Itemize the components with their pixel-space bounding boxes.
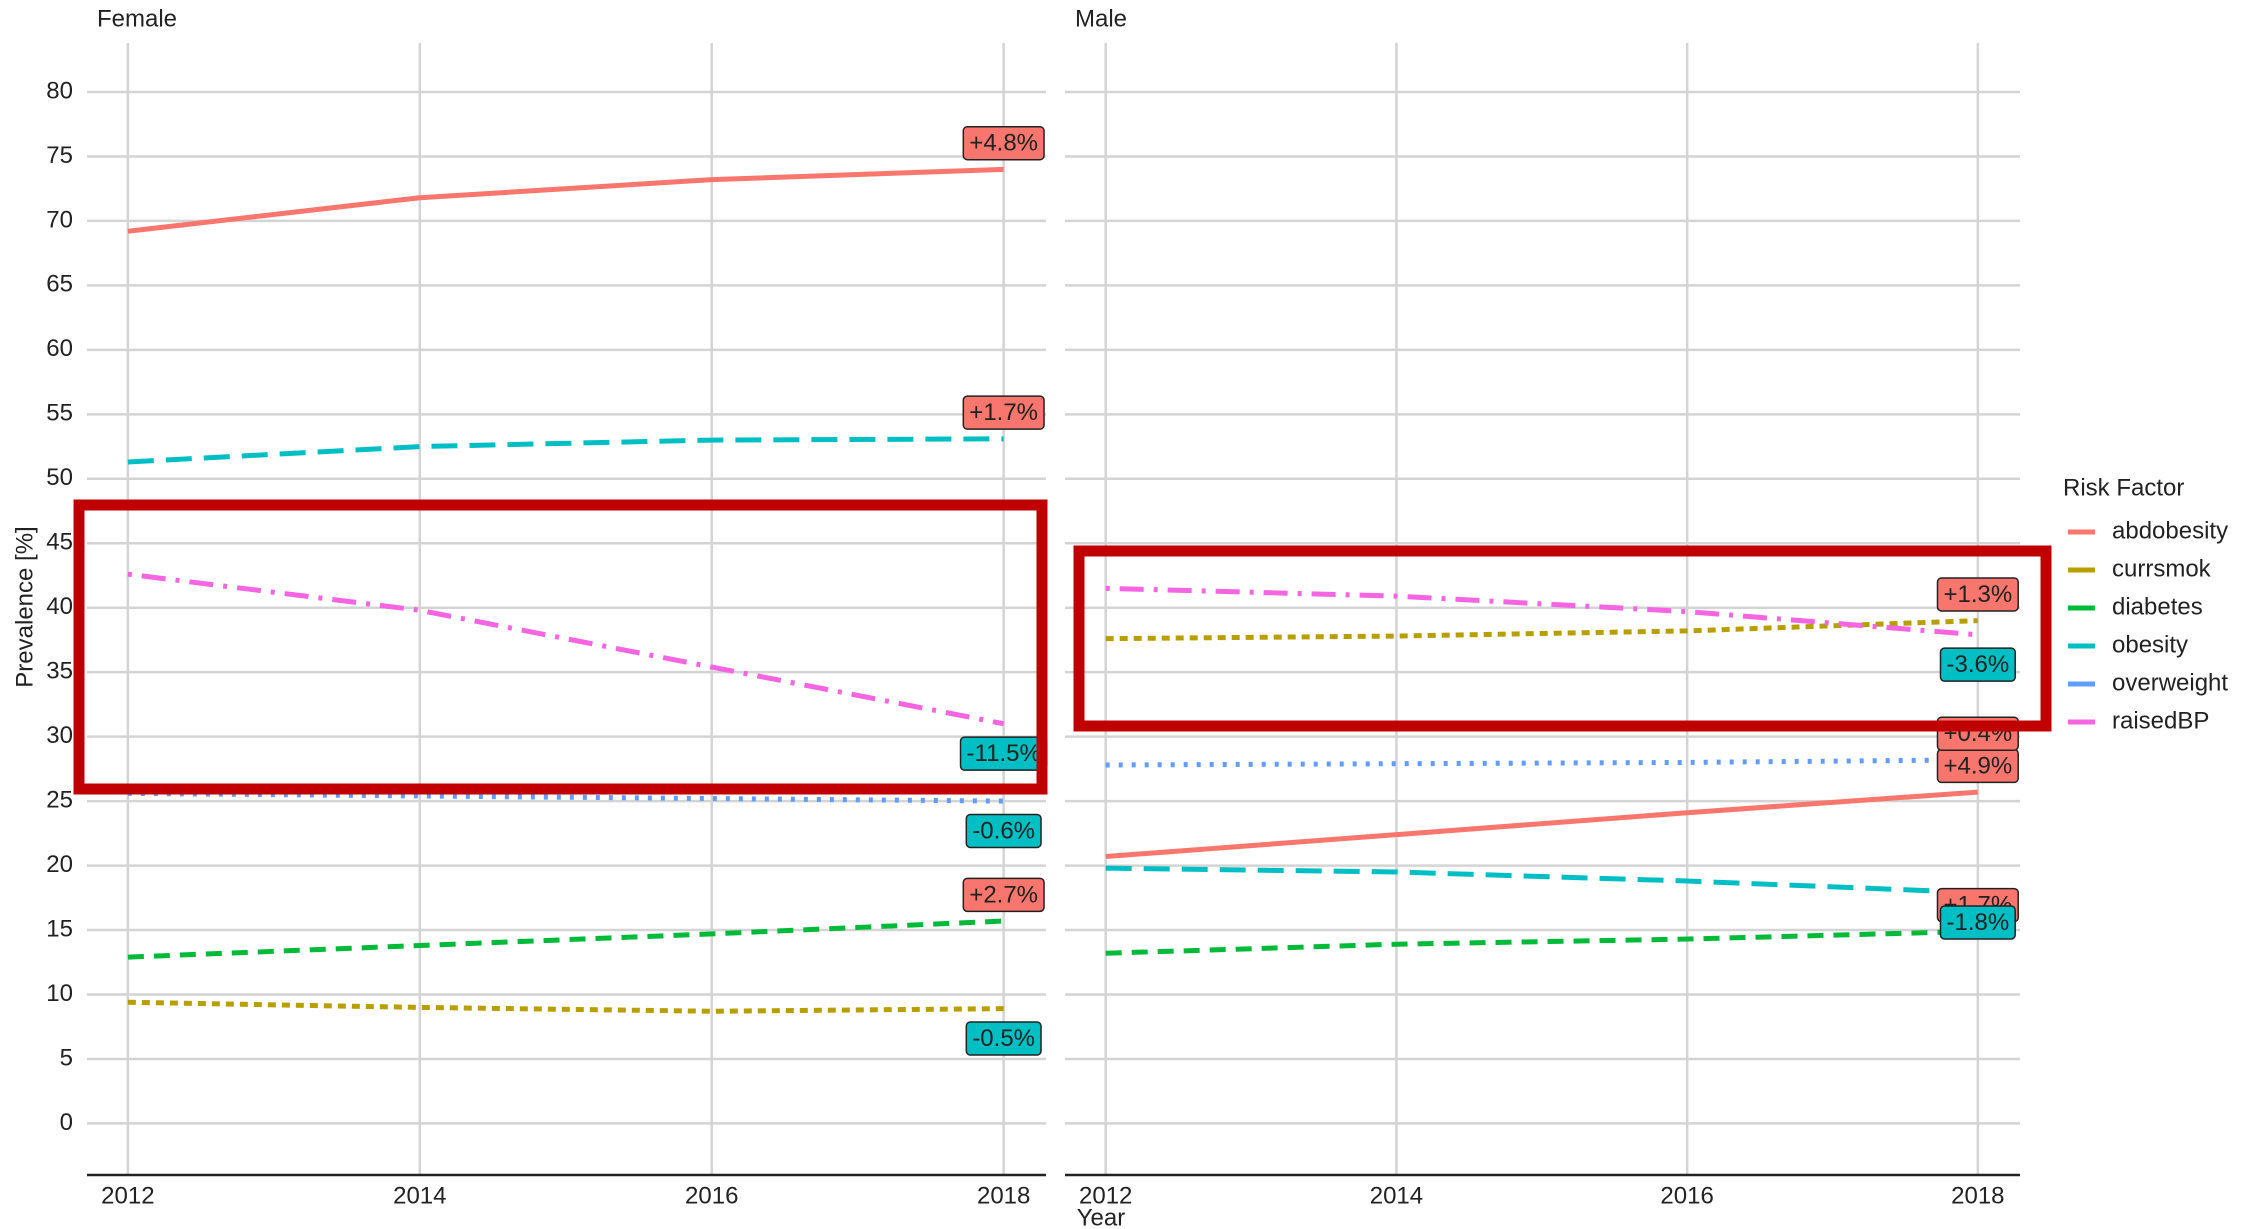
y-tick-label: 80 bbox=[46, 77, 73, 104]
y-tick-label: 50 bbox=[46, 464, 73, 491]
y-tick-label: 65 bbox=[46, 271, 73, 298]
series-line bbox=[127, 571, 1005, 727]
series-line bbox=[1105, 865, 1978, 896]
panel-title: Female bbox=[97, 5, 177, 32]
x-tick-label: 2016 bbox=[1660, 1182, 1713, 1209]
y-tick-label: 30 bbox=[46, 722, 73, 749]
end-label-text: -0.6% bbox=[972, 817, 1035, 844]
series-line bbox=[127, 436, 1004, 465]
x-tick-label: 2018 bbox=[1951, 1182, 2004, 1209]
x-tick-label: 2012 bbox=[101, 1182, 154, 1209]
series-line bbox=[127, 166, 1004, 234]
end-label-box bbox=[1936, 577, 2019, 612]
end-label: -3.6% bbox=[1939, 647, 2016, 682]
y-tick-label: 20 bbox=[46, 851, 73, 878]
end-label: -11.5% bbox=[959, 736, 1048, 771]
series-line bbox=[127, 918, 1004, 960]
legend-label: obesity bbox=[2112, 631, 2188, 658]
end-label: -1.8% bbox=[1939, 905, 2016, 940]
panel-title: Male bbox=[1075, 5, 1127, 32]
end-label-text: +4.8% bbox=[969, 130, 1038, 157]
series-line bbox=[127, 790, 1004, 804]
series-line bbox=[127, 999, 1004, 1014]
end-label-box bbox=[965, 1021, 1042, 1056]
end-label-text: -3.6% bbox=[1946, 651, 2009, 678]
y-tick-label: 55 bbox=[46, 400, 73, 427]
legend-label: raisedBP bbox=[2112, 707, 2209, 734]
end-label-text: -1.8% bbox=[1946, 909, 2009, 936]
y-tick-label: 10 bbox=[46, 980, 73, 1007]
end-label: +2.7% bbox=[962, 877, 1045, 913]
y-tick-label: 0 bbox=[60, 1109, 73, 1136]
end-label-text: +1.3% bbox=[1943, 581, 2012, 608]
end-label-text: +2.7% bbox=[969, 881, 1038, 908]
y-tick-label: 70 bbox=[46, 206, 73, 233]
y-tick-label: 35 bbox=[46, 658, 73, 685]
y-tick-label: 60 bbox=[46, 335, 73, 362]
series-line bbox=[1105, 928, 1978, 956]
y-tick-label: 5 bbox=[60, 1044, 73, 1071]
end-label-text: -0.5% bbox=[972, 1025, 1035, 1052]
series-line bbox=[1105, 585, 1979, 638]
end-label-box bbox=[965, 813, 1042, 849]
end-label-box bbox=[962, 877, 1045, 913]
legend-label: abdobesity bbox=[2112, 517, 2228, 544]
end-label-box bbox=[1939, 647, 2016, 682]
x-tick-label: 2014 bbox=[1370, 1182, 1423, 1209]
y-tick-label: 40 bbox=[46, 593, 73, 620]
y-tick-label: 75 bbox=[46, 142, 73, 169]
x-tick-label: 2016 bbox=[685, 1182, 738, 1209]
end-label-box bbox=[962, 125, 1045, 161]
legend-label: currsmok bbox=[2112, 555, 2212, 582]
y-tick-label: 15 bbox=[46, 915, 73, 942]
legend-label: overweight bbox=[2112, 669, 2228, 696]
end-label: +1.3% bbox=[1936, 577, 2019, 612]
y-tick-label: 25 bbox=[46, 786, 73, 813]
legend-label: diabetes bbox=[2112, 593, 2203, 620]
end-label: +4.9% bbox=[1936, 748, 2019, 784]
end-label: -0.5% bbox=[965, 1021, 1042, 1056]
highlight-box bbox=[73, 499, 1048, 795]
series-line bbox=[1105, 618, 1978, 642]
end-label-text: +1.7% bbox=[969, 399, 1038, 426]
x-axis-title: Year bbox=[1077, 1204, 1126, 1229]
legend-title: Risk Factor bbox=[2063, 474, 2184, 501]
x-tick-label: 2012 bbox=[1079, 1182, 1132, 1209]
end-label-text: +4.9% bbox=[1943, 752, 2012, 779]
x-tick-label: 2014 bbox=[393, 1182, 446, 1209]
y-axis-title: Prevalence [%] bbox=[11, 526, 38, 687]
end-label: -0.6% bbox=[965, 813, 1042, 849]
highlight-box bbox=[1073, 545, 2052, 732]
series-line bbox=[1105, 789, 1979, 860]
y-tick-label: 45 bbox=[46, 529, 73, 556]
end-label-box bbox=[962, 395, 1045, 430]
x-tick-label: 2018 bbox=[977, 1182, 1030, 1209]
end-label-text: -11.5% bbox=[967, 740, 1041, 767]
end-label: +4.8% bbox=[962, 125, 1045, 161]
series-line bbox=[1105, 757, 1978, 768]
end-label-box bbox=[1939, 905, 2016, 940]
end-label: +1.7% bbox=[962, 395, 1045, 430]
